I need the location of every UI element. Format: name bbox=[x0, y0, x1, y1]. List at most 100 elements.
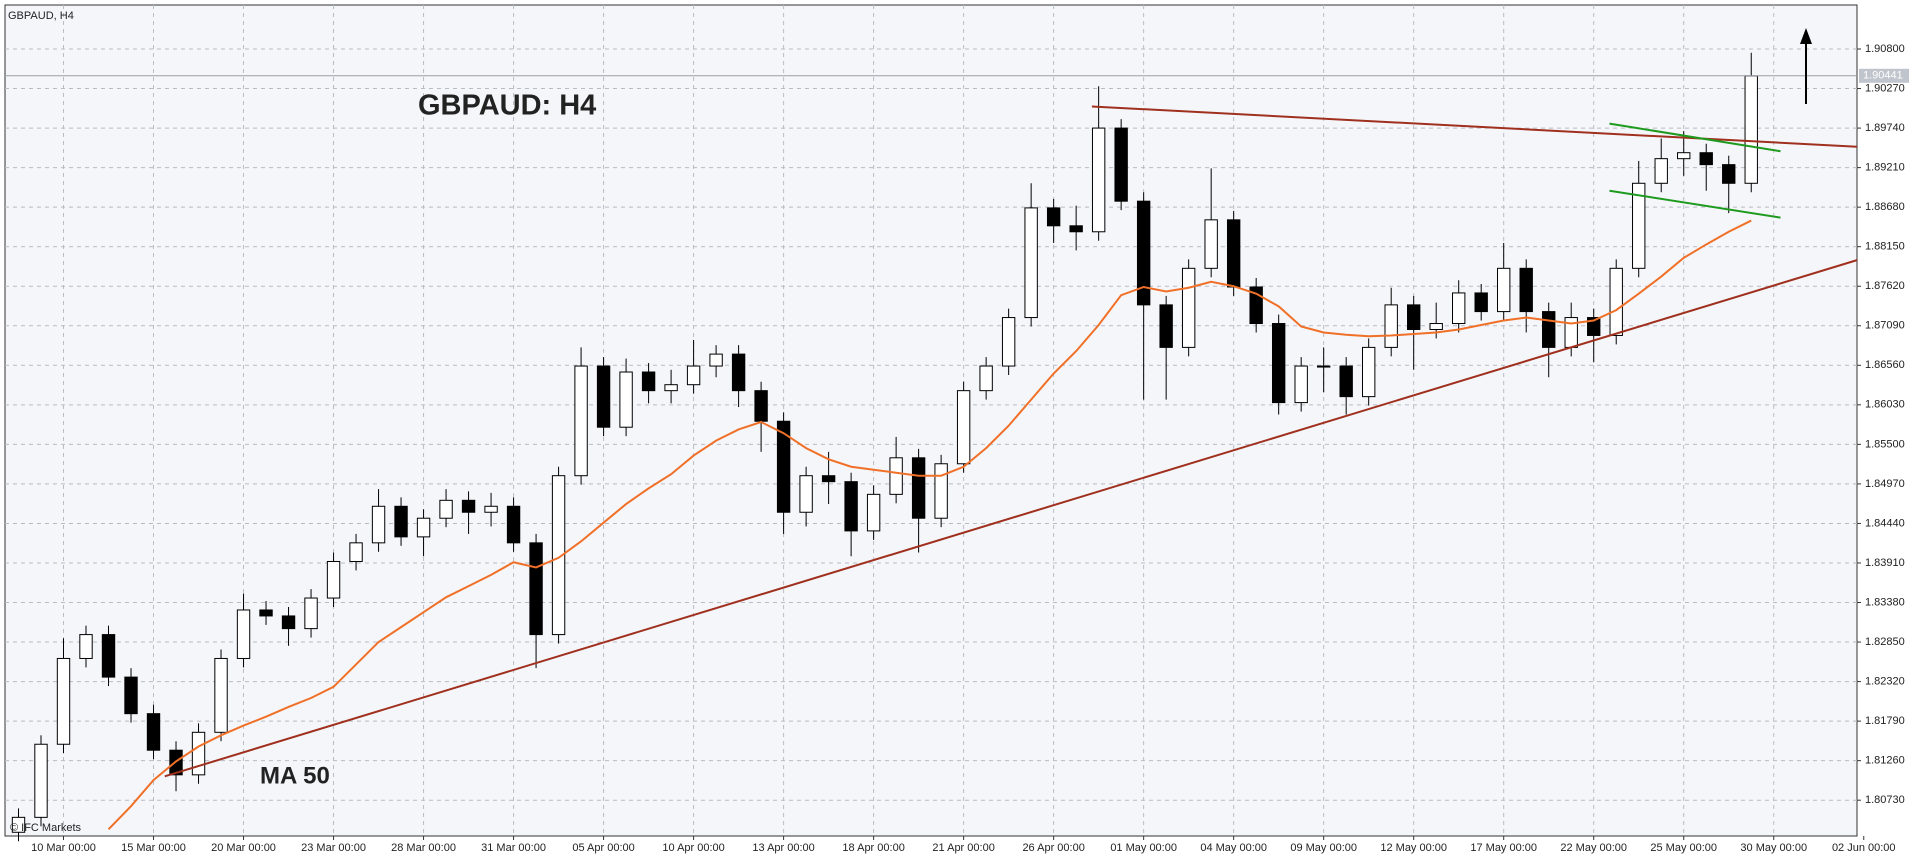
grid bbox=[5, 5, 1857, 836]
candle-body bbox=[484, 505, 498, 513]
candle-body bbox=[844, 481, 858, 532]
x-tick-label: 26 Apr 00:00 bbox=[1022, 842, 1084, 854]
candle-body bbox=[1407, 304, 1421, 330]
candle-body bbox=[641, 371, 656, 392]
x-tick-label: 10 Mar 00:00 bbox=[31, 842, 96, 854]
candle-body bbox=[596, 365, 611, 428]
y-tick-label: 1.90800 bbox=[1865, 43, 1905, 55]
candle-body bbox=[1181, 267, 1196, 348]
candle-body bbox=[1316, 365, 1331, 368]
candle-body bbox=[1744, 75, 1758, 184]
candle-body bbox=[214, 657, 228, 733]
y-tick-label: 1.88150 bbox=[1865, 241, 1905, 253]
y-tick-label: 1.89740 bbox=[1865, 122, 1905, 134]
candle-body bbox=[1677, 152, 1691, 160]
candle-body bbox=[1024, 207, 1038, 319]
ma-label: MA 50 bbox=[260, 762, 330, 789]
current-price-label: 1.90441 bbox=[1863, 70, 1903, 82]
candle-body bbox=[1361, 346, 1376, 398]
candle-body bbox=[1001, 317, 1016, 367]
y-tick-label: 1.81260 bbox=[1865, 755, 1905, 767]
candle-body bbox=[1091, 127, 1106, 233]
candle-body bbox=[416, 517, 431, 538]
marks bbox=[5, 52, 1858, 842]
candle-body bbox=[1542, 311, 1556, 348]
x-tick-label: 31 Mar 00:00 bbox=[481, 842, 546, 854]
x-tick-label: 05 Apr 00:00 bbox=[572, 842, 634, 854]
y-tick-label: 1.85500 bbox=[1865, 438, 1905, 450]
candle-body bbox=[1069, 225, 1083, 233]
candle-body bbox=[1519, 267, 1533, 313]
chart-title: GBPAUD: H4 bbox=[418, 90, 596, 122]
candle-body bbox=[529, 542, 543, 636]
candle-body bbox=[101, 634, 116, 678]
candle-body bbox=[461, 499, 476, 513]
x-tick-label: 28 Mar 00:00 bbox=[391, 842, 456, 854]
candle-body bbox=[1587, 317, 1601, 336]
x-tick-label: 01 May 00:00 bbox=[1110, 842, 1177, 854]
y-tick-label: 1.87620 bbox=[1865, 280, 1905, 292]
y-tick-label: 1.88680 bbox=[1865, 201, 1905, 213]
candle-body bbox=[1609, 267, 1623, 336]
y-tick-label: 1.84970 bbox=[1865, 478, 1905, 490]
y-tick-label: 1.86560 bbox=[1865, 359, 1905, 371]
y-tick-label: 1.80730 bbox=[1865, 794, 1905, 806]
candle-body bbox=[191, 731, 206, 776]
candle-body bbox=[371, 505, 386, 544]
y-tick-label: 1.90270 bbox=[1865, 82, 1905, 94]
x-tick-label: 13 Apr 00:00 bbox=[752, 842, 814, 854]
ma-line bbox=[107, 219, 1752, 830]
x-tick-label: 02 Jun 00:00 bbox=[1832, 842, 1896, 854]
x-tick-label: 04 May 00:00 bbox=[1200, 842, 1267, 854]
x-tick-label: 30 May 00:00 bbox=[1740, 842, 1807, 854]
candle-body bbox=[236, 609, 251, 659]
y-tick-label: 1.82320 bbox=[1865, 675, 1905, 687]
candle-body bbox=[799, 475, 813, 513]
trendline bbox=[164, 259, 1858, 778]
candle-body bbox=[79, 634, 93, 659]
candle-body bbox=[1384, 304, 1398, 348]
candle-body bbox=[124, 676, 138, 715]
candle-body bbox=[1722, 164, 1736, 184]
candle-body bbox=[821, 475, 836, 483]
y-tick-label: 1.81790 bbox=[1865, 715, 1905, 727]
y-tick-label: 1.84440 bbox=[1865, 517, 1905, 529]
candle-body bbox=[686, 365, 701, 386]
candle-body bbox=[979, 365, 993, 392]
candle-body bbox=[146, 713, 161, 751]
trendline bbox=[1609, 122, 1781, 153]
y-tick-label: 1.89210 bbox=[1865, 162, 1905, 174]
candle-body bbox=[439, 499, 453, 519]
x-tick-label: 18 Apr 00:00 bbox=[842, 842, 904, 854]
candle-body bbox=[911, 457, 926, 519]
candle-body bbox=[1497, 267, 1511, 313]
candle-body bbox=[1271, 323, 1286, 404]
candle-body bbox=[11, 816, 26, 833]
x-tick-label: 17 May 00:00 bbox=[1470, 842, 1537, 854]
candle-body bbox=[731, 353, 746, 392]
x-tick-label: 12 May 00:00 bbox=[1380, 842, 1447, 854]
candle-body bbox=[1226, 219, 1241, 288]
y-tick-label: 1.87090 bbox=[1865, 320, 1905, 332]
candle-body bbox=[934, 463, 948, 519]
candle-body bbox=[956, 390, 971, 465]
x-tick-label: 23 Mar 00:00 bbox=[301, 842, 366, 854]
candle-body bbox=[866, 493, 881, 532]
candle-body bbox=[1046, 207, 1061, 227]
x-tick-label: 09 May 00:00 bbox=[1290, 842, 1357, 854]
x-tick-label: 21 Apr 00:00 bbox=[932, 842, 994, 854]
candle-body bbox=[394, 505, 408, 538]
candle-body bbox=[1632, 182, 1646, 269]
candle-body bbox=[1474, 292, 1488, 313]
candle-body bbox=[34, 743, 48, 818]
candle-body bbox=[754, 390, 768, 422]
candle-body bbox=[1429, 323, 1443, 330]
candle-body bbox=[349, 542, 363, 562]
current-price-box bbox=[1859, 68, 1909, 83]
candle-body bbox=[259, 609, 273, 617]
arrow-head bbox=[1800, 28, 1812, 44]
x-tick-label: 15 Mar 00:00 bbox=[121, 842, 186, 854]
candle-body bbox=[551, 475, 566, 636]
candle-body bbox=[281, 615, 296, 630]
y-tick-label: 1.86030 bbox=[1865, 399, 1905, 411]
